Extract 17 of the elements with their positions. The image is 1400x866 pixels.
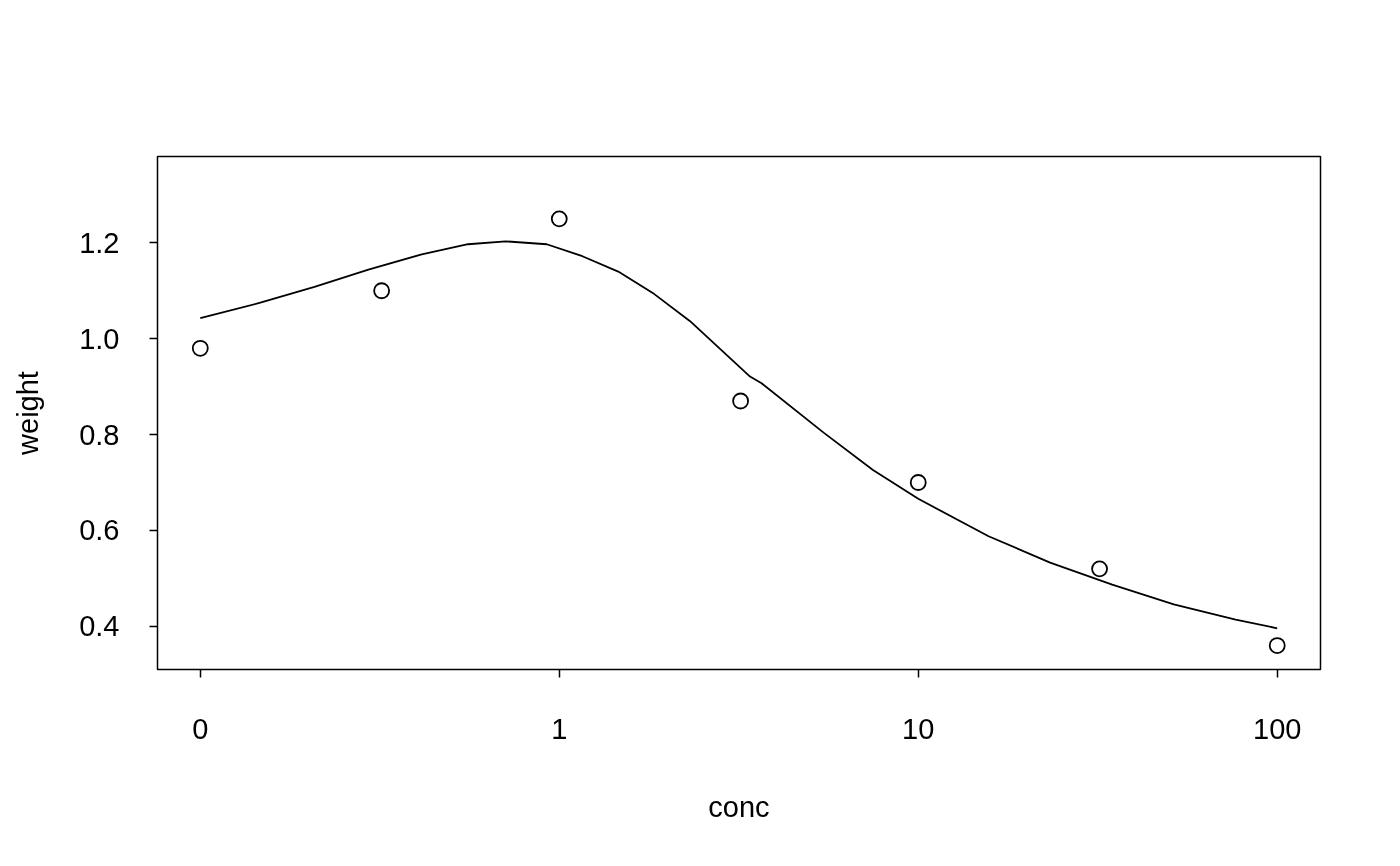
y-tick-label: 1.0 (79, 322, 120, 355)
y-tick-label: 1.2 (79, 226, 120, 259)
point (909, 474, 927, 491)
x-tick-label: 1 (551, 712, 568, 745)
point (732, 392, 749, 410)
point (550, 210, 568, 228)
y-tick-label: 0.6 (79, 514, 120, 547)
point (1091, 560, 1108, 578)
x-axis-title: conc (708, 790, 770, 823)
x-tick-label: 0 (192, 712, 209, 745)
y-tick-label: 0.4 (79, 610, 120, 643)
y-tick-label: 0.8 (79, 418, 120, 451)
x-tick-label: 100 (1253, 712, 1302, 745)
point (1268, 637, 1286, 654)
y-axis-title: weight (12, 371, 45, 456)
point (191, 339, 209, 357)
x-tick-label: 10 (902, 712, 935, 745)
